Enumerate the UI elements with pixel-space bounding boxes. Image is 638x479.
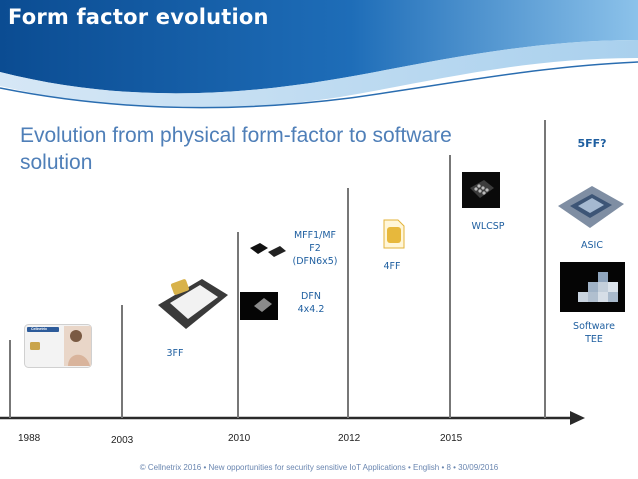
wlcsp-chip-icon	[462, 172, 500, 208]
label-mff: MFF1/MF F2 (DFN6x5)	[292, 230, 338, 267]
year-2015: 2015	[440, 433, 463, 444]
year-2003: 2003	[111, 435, 134, 446]
header-banner	[0, 0, 638, 109]
label-dfn: DFN 4x4.2	[297, 291, 325, 315]
3ff-sim-icon	[152, 275, 230, 333]
year-1988: 1988	[18, 433, 41, 444]
footer: © Cellnetrix 2016 • New opportunities fo…	[139, 463, 499, 472]
dfn-chip-icon	[240, 292, 278, 320]
label-5ff: 5FF?	[577, 137, 607, 150]
card-brand: Cellnetrix	[31, 327, 47, 331]
label-wlcsp: WLCSP	[471, 221, 505, 232]
slide-subtitle: Evolution from physical form-factor to s…	[20, 124, 452, 174]
label-3ff: 3FF	[166, 348, 184, 359]
page-title: Form factor evolution	[8, 5, 269, 29]
year-2010: 2010	[228, 433, 251, 444]
label-4ff: 4FF	[383, 261, 401, 272]
label-software-tee: Software TEE	[573, 321, 615, 345]
4ff-nano-sim-icon	[382, 218, 406, 250]
mff-chip-icon	[248, 240, 288, 260]
year-2012: 2012	[338, 433, 361, 444]
software-tee-cubes-icon	[560, 262, 625, 312]
label-asic: ASIC	[581, 240, 603, 251]
asic-chip-icon	[556, 184, 626, 230]
full-size-sim-card: Cellnetrix	[24, 324, 92, 368]
